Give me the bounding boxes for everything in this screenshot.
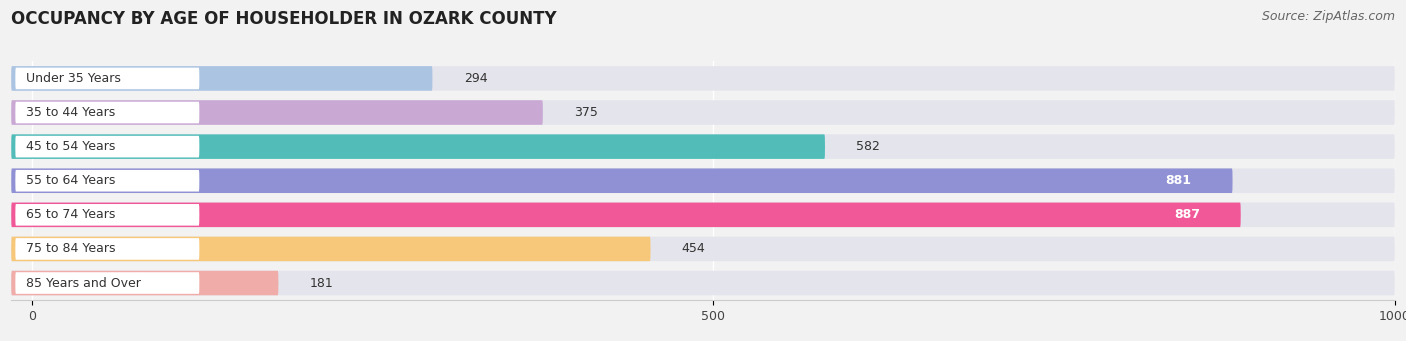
FancyBboxPatch shape — [11, 134, 825, 159]
FancyBboxPatch shape — [15, 102, 200, 123]
Text: 294: 294 — [464, 72, 488, 85]
Text: 582: 582 — [856, 140, 880, 153]
FancyBboxPatch shape — [15, 204, 200, 226]
Text: 55 to 64 Years: 55 to 64 Years — [27, 174, 115, 187]
FancyBboxPatch shape — [15, 136, 200, 158]
FancyBboxPatch shape — [11, 168, 1233, 193]
Text: 375: 375 — [574, 106, 598, 119]
Text: 75 to 84 Years: 75 to 84 Years — [27, 242, 115, 255]
FancyBboxPatch shape — [11, 168, 1395, 193]
FancyBboxPatch shape — [15, 170, 200, 192]
Text: 881: 881 — [1166, 174, 1192, 187]
Text: Under 35 Years: Under 35 Years — [27, 72, 121, 85]
FancyBboxPatch shape — [15, 68, 200, 89]
FancyBboxPatch shape — [11, 66, 433, 91]
Text: 45 to 54 Years: 45 to 54 Years — [27, 140, 115, 153]
Text: OCCUPANCY BY AGE OF HOUSEHOLDER IN OZARK COUNTY: OCCUPANCY BY AGE OF HOUSEHOLDER IN OZARK… — [11, 10, 557, 28]
FancyBboxPatch shape — [11, 271, 278, 295]
FancyBboxPatch shape — [11, 100, 1395, 125]
Text: 887: 887 — [1174, 208, 1199, 221]
FancyBboxPatch shape — [15, 272, 200, 294]
FancyBboxPatch shape — [11, 237, 651, 261]
FancyBboxPatch shape — [11, 66, 1395, 91]
Text: 454: 454 — [682, 242, 706, 255]
FancyBboxPatch shape — [15, 238, 200, 260]
FancyBboxPatch shape — [11, 100, 543, 125]
Text: 35 to 44 Years: 35 to 44 Years — [27, 106, 115, 119]
Text: 181: 181 — [309, 277, 333, 290]
FancyBboxPatch shape — [11, 203, 1240, 227]
FancyBboxPatch shape — [11, 203, 1395, 227]
Text: 65 to 74 Years: 65 to 74 Years — [27, 208, 115, 221]
FancyBboxPatch shape — [11, 237, 1395, 261]
FancyBboxPatch shape — [11, 134, 1395, 159]
Text: Source: ZipAtlas.com: Source: ZipAtlas.com — [1261, 10, 1395, 23]
FancyBboxPatch shape — [11, 271, 1395, 295]
Text: 85 Years and Over: 85 Years and Over — [27, 277, 141, 290]
